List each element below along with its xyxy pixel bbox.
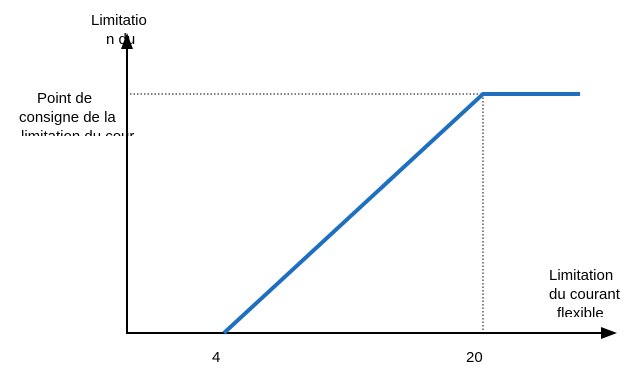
- x-axis-arrowhead: [601, 327, 617, 339]
- x-axis-label-line-3: flexible: [557, 305, 604, 317]
- x-axis-label-line-1: Limitation: [549, 267, 614, 284]
- y-axis-label-line-2: n du: [106, 31, 136, 48]
- y-axis-label-line-1: Limitatio: [91, 12, 147, 29]
- x-axis-label-line-2: du courant: [549, 286, 620, 303]
- limit-curve: [222, 92, 581, 335]
- x-tick-label-20: 20: [466, 349, 483, 366]
- y-axis-arrowhead: [121, 33, 133, 49]
- setpoint-label-line-2: consigne de la: [19, 109, 116, 126]
- setpoint-label-line-3: limitation du courant: [6, 127, 134, 136]
- x-tick-label-4: 4: [212, 349, 221, 366]
- setpoint-label-line-1: Point de: [37, 90, 93, 107]
